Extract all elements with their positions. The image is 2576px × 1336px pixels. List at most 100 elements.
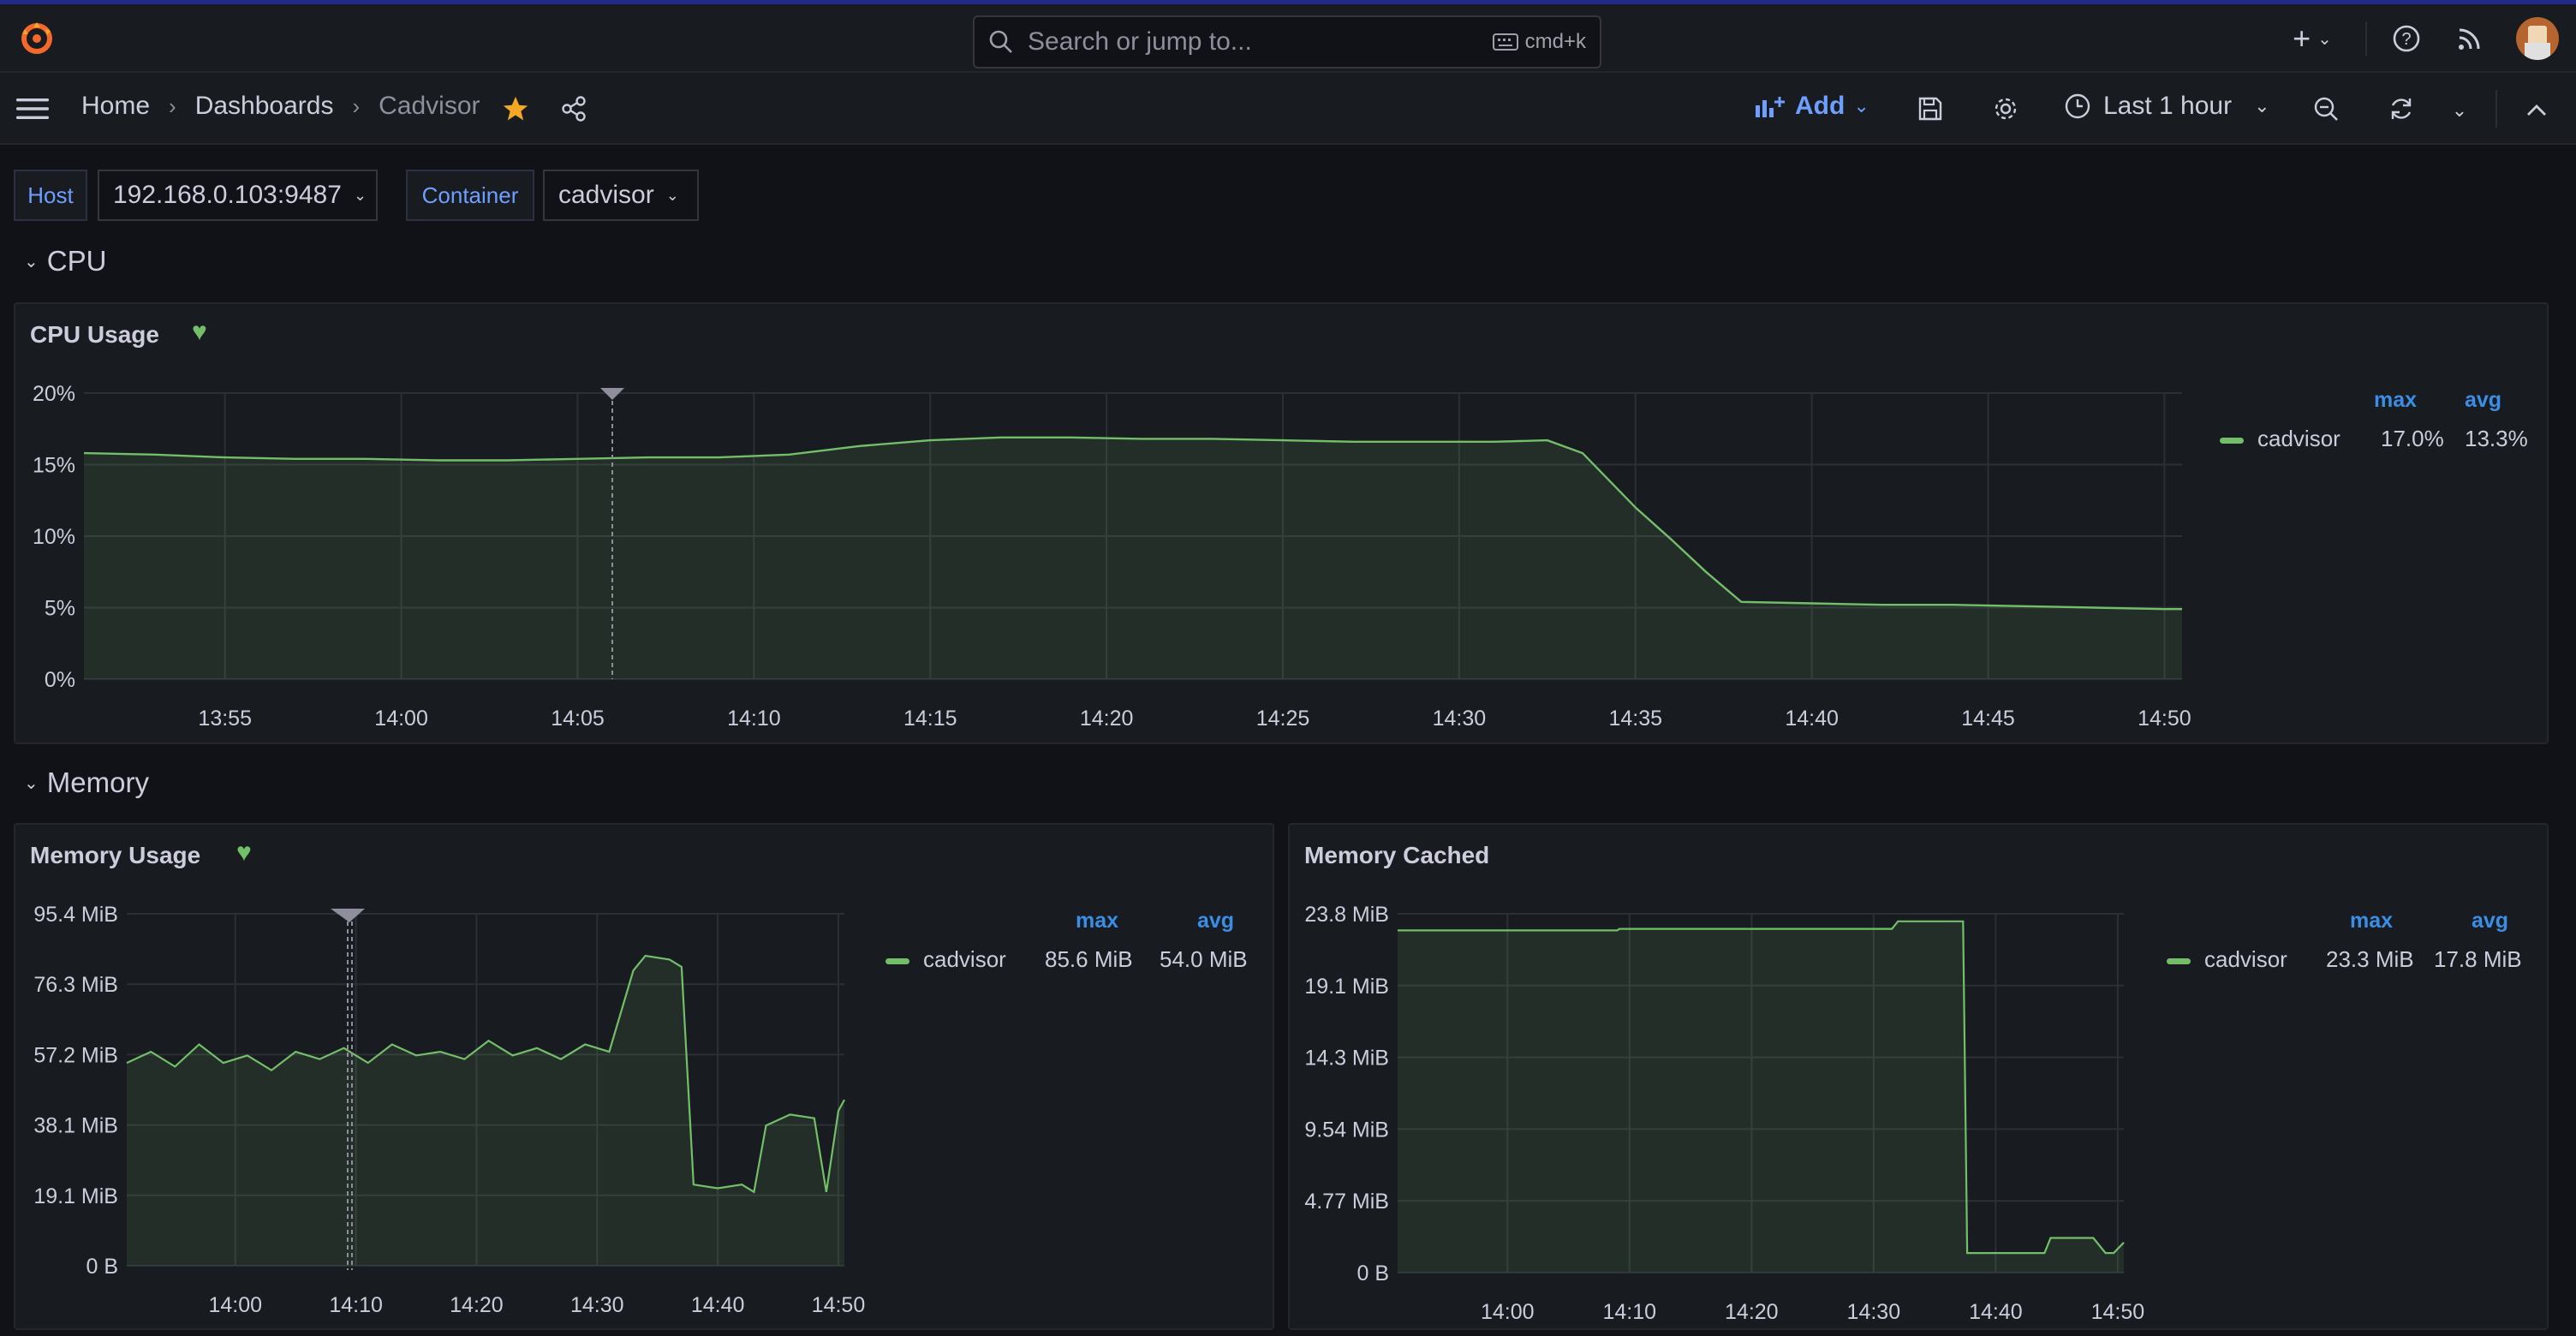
y-tick-label: 23.8 MiB <box>1304 903 1389 927</box>
series-line-cadvisor <box>83 436 2182 611</box>
variable-select-host[interactable]: 192.168.0.103:9487 ⌄ <box>98 170 378 221</box>
chevron-down-icon: ⌄ <box>1853 95 1869 116</box>
variable-select-container[interactable]: cadvisor ⌄ <box>543 170 699 221</box>
refresh-interval-chevron-icon[interactable]: ⌄ <box>2451 99 2468 121</box>
row-header-memory[interactable]: ⌄ Memory <box>24 766 149 799</box>
plus-icon: + <box>2293 21 2311 56</box>
legend-header-avg[interactable]: avg <box>1197 909 1235 933</box>
user-avatar[interactable] <box>2516 17 2559 60</box>
keyboard-icon <box>1492 33 1518 51</box>
share-icon[interactable] <box>555 90 593 128</box>
x-tick-label: 14:20 <box>450 1293 504 1317</box>
legend-avg-value: 13.3% <box>2465 426 2528 451</box>
panel-title: Memory Usage <box>30 842 201 868</box>
legend-header-max[interactable]: max <box>2350 909 2394 933</box>
new-menu-button[interactable]: + ⌄ <box>2282 20 2342 57</box>
legend-series-name[interactable]: cadvisor <box>2257 426 2340 451</box>
y-tick-label: 15% <box>33 454 75 478</box>
y-tick-label: 0 B <box>86 1255 118 1279</box>
legend-swatch <box>2167 958 2191 964</box>
row-header-cpu[interactable]: ⌄ CPU <box>24 245 106 277</box>
x-tick-label: 14:40 <box>691 1293 745 1317</box>
annotation-marker-icon[interactable] <box>600 388 624 400</box>
x-tick-label: 14:25 <box>1256 707 1310 731</box>
legend-header-max[interactable]: max <box>2374 388 2418 412</box>
legend-series-name[interactable]: cadvisor <box>2204 946 2287 972</box>
legend-avg-value: 17.8 MiB <box>2434 946 2522 972</box>
refresh-icon[interactable] <box>2382 90 2420 128</box>
y-tick-label: 10% <box>33 525 75 549</box>
search-shortcut: cmd+k <box>1492 30 1586 54</box>
search-input[interactable]: Search or jump to... cmd+k <box>973 15 1601 69</box>
save-dashboard-icon[interactable] <box>1911 90 1949 128</box>
y-tick-label: 0% <box>45 668 75 692</box>
y-tick-label: 20% <box>33 382 75 406</box>
collapse-chevron-up-icon[interactable] <box>2518 92 2555 129</box>
x-tick-label: 14:30 <box>1847 1300 1901 1324</box>
variable-label-host: Host <box>14 170 87 221</box>
top-accent-stripe <box>0 0 2576 4</box>
legend-max-value: 23.3 MiB <box>2326 946 2414 972</box>
y-tick-label: 5% <box>45 597 75 621</box>
zoom-out-icon[interactable] <box>2307 90 2345 128</box>
top-bar: Search or jump to... cmd+k + ⌄ ? <box>0 4 2576 73</box>
x-tick-label: 14:30 <box>1433 707 1487 731</box>
y-tick-label: 9.54 MiB <box>1304 1118 1389 1142</box>
legend-header-avg[interactable]: avg <box>2472 909 2509 933</box>
row-title-cpu: CPU <box>46 245 107 277</box>
menu-hamburger-icon[interactable] <box>14 90 51 128</box>
panel-memory-usage[interactable]: Memory Usage ♥ 0 B 19.1 MiB 38.1 MiB 57.2 M… <box>14 823 1274 1330</box>
x-tick-label: 14:20 <box>1725 1300 1779 1324</box>
time-range-label: Last 1 hour <box>2103 92 2233 120</box>
series-area <box>127 956 844 1266</box>
grafana-logo-icon[interactable] <box>15 16 58 59</box>
panel-title: CPU Usage <box>30 321 159 348</box>
breadcrumb-dashboards[interactable]: Dashboards <box>194 92 334 120</box>
chevron-down-icon: ⌄ <box>24 773 39 793</box>
chevron-down-icon: ⌄ <box>2317 29 2332 49</box>
annotation-marker-icon[interactable] <box>331 909 365 922</box>
variable-value-container: cadvisor <box>558 181 654 209</box>
x-tick-label: 14:50 <box>2091 1300 2145 1324</box>
legend-swatch <box>886 958 909 964</box>
chevron-down-icon: ⌄ <box>24 252 39 271</box>
series-area <box>84 437 2182 679</box>
y-tick-label: 0 B <box>1357 1261 1389 1285</box>
legend-header-max[interactable]: max <box>1076 909 1119 933</box>
legend-header-avg[interactable]: avg <box>2465 388 2502 412</box>
clock-icon <box>2065 93 2090 119</box>
news-rss-icon[interactable] <box>2451 20 2489 57</box>
panel-memory-cached[interactable]: Memory Cached 0 B 4.77 MiB 9.54 MiB 14.3 Mi… <box>1288 823 2549 1330</box>
y-tick-label: 95.4 MiB <box>33 903 118 927</box>
divider <box>2365 21 2367 56</box>
panel-cpu-usage[interactable]: CPU Usage ♥ 0% 5% 10% 15% 20% 13:55 14:00 14:05… <box>14 302 2549 744</box>
x-tick-label: 14:35 <box>1608 707 1662 731</box>
y-tick-label: 19.1 MiB <box>1304 975 1389 999</box>
x-tick-label: 14:45 <box>1961 707 2015 731</box>
variable-value-host: 192.168.0.103:9487 <box>113 181 342 209</box>
time-range-picker[interactable]: Last 1 hour ⌄ <box>2064 92 2270 121</box>
search-placeholder: Search or jump to... <box>1028 27 1252 56</box>
star-icon[interactable] <box>497 90 534 128</box>
breadcrumb-home[interactable]: Home <box>81 92 151 120</box>
x-tick-label: 14:15 <box>903 707 957 731</box>
breadcrumb: Home › Dashboards › Cadvisor <box>81 92 480 121</box>
y-tick-label: 19.1 MiB <box>33 1184 118 1208</box>
add-button[interactable]: Add ⌄ <box>1754 92 1869 121</box>
divider <box>2496 90 2497 128</box>
legend-max-value: 17.0% <box>2381 426 2444 451</box>
x-tick-label: 14:05 <box>551 707 605 731</box>
variable-label-container: Container <box>406 170 534 221</box>
memory-usage-chart: 0 B 19.1 MiB 38.1 MiB 57.2 MiB 76.3 MiB 95.4 … <box>33 903 866 1317</box>
x-tick-label: 14:50 <box>812 1293 866 1317</box>
settings-gear-icon[interactable] <box>1987 90 2024 128</box>
breadcrumb-current: Cadvisor <box>379 92 480 120</box>
x-tick-label: 14:00 <box>374 707 428 731</box>
memory-cached-chart: 0 B 4.77 MiB 9.54 MiB 14.3 MiB 19.1 MiB 23.8 … <box>1304 903 2145 1324</box>
legend-series-name[interactable]: cadvisor <box>923 946 1006 972</box>
x-tick-label: 14:00 <box>208 1293 262 1317</box>
series-line-cadvisor <box>1398 920 2125 1255</box>
dashboard-nav-bar: Home › Dashboards › Cadvisor Add ⌄ Last … <box>0 73 2576 145</box>
series-line-cadvisor <box>126 954 845 1194</box>
help-icon[interactable]: ? <box>2388 20 2425 57</box>
